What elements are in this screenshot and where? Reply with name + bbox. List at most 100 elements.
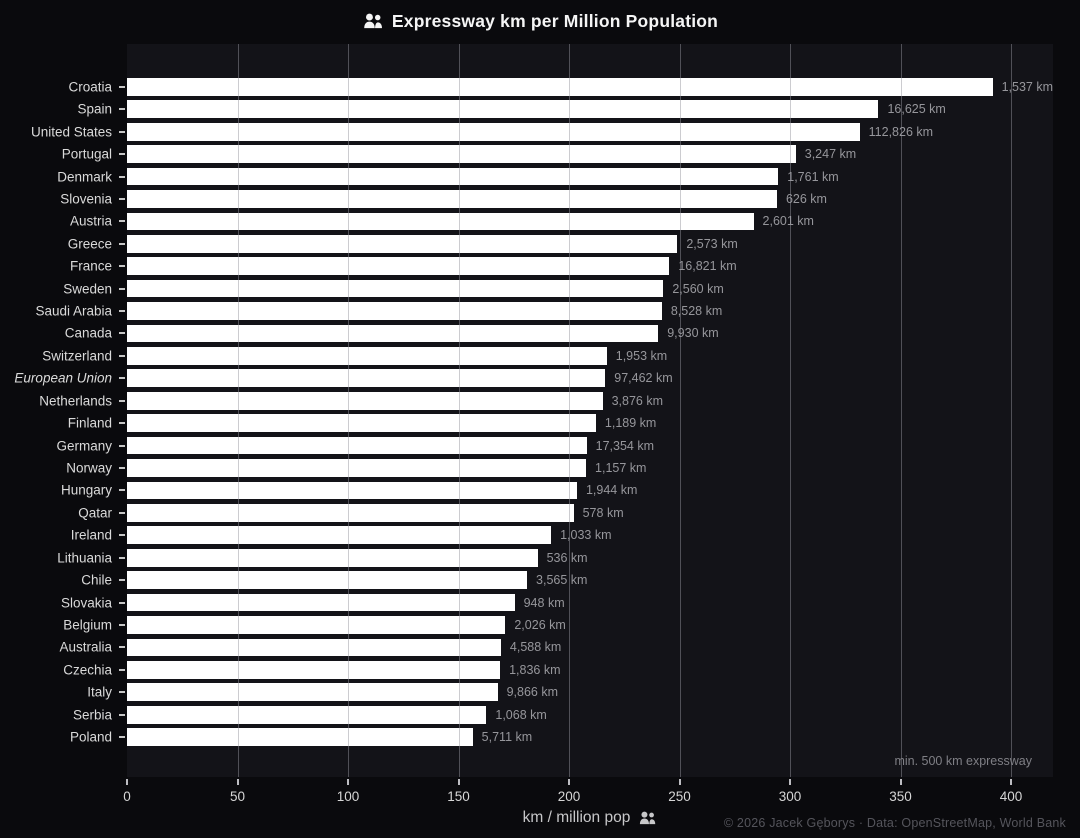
category-label: Czechia: [63, 662, 112, 678]
y-tick: [119, 511, 125, 514]
y-tick: [119, 713, 125, 716]
category-label: Chile: [81, 572, 112, 588]
bar-value-label: 2,601 km: [762, 214, 814, 229]
category-label: Norway: [66, 460, 112, 476]
bar-row: United States 112,826 km: [31, 122, 1053, 141]
bar-row: Switzerland 1,953 km: [42, 347, 1053, 365]
bar-row: Australia 4,588 km: [59, 638, 1053, 657]
bar-row: Denmark 1,761 km: [57, 167, 1053, 186]
bar-row: Ireland 1,033 km: [71, 526, 1053, 545]
category-label: United States: [30, 124, 112, 140]
y-tick: [119, 534, 125, 537]
bar-row: Portugal 3,247 km: [62, 145, 1053, 163]
bar-row: Slovenia 626 km: [60, 190, 1053, 208]
y-tick: [119, 601, 125, 604]
x-tick: [678, 779, 681, 785]
bar-value-label: 1,537 km: [1001, 79, 1053, 94]
bar-row: Canada 9,930 km: [65, 324, 1053, 343]
bar: [127, 616, 506, 634]
x-axis: 0 50 100 150 200 250 300 350 400: [123, 777, 1053, 809]
bar-value-label: 9,866 km: [506, 685, 558, 700]
people-icon: [638, 811, 657, 825]
x-tick-label: 400: [999, 789, 1023, 804]
bar: [127, 212, 754, 231]
bar-row: Poland 5,711 km: [70, 728, 1053, 746]
bar: [127, 302, 662, 320]
bar-value-label: 578 km: [582, 505, 624, 520]
category-label: Ireland: [70, 527, 112, 543]
bar-row: Slovakia 948 km: [61, 593, 1053, 612]
category-label: Hungary: [60, 482, 112, 498]
bar: [127, 100, 879, 119]
category-label: Australia: [59, 639, 112, 655]
bar-row: Spain 16,625 km: [77, 100, 1053, 119]
bar-row: Netherlands 3,876 km: [39, 391, 1053, 410]
category-label: Italy: [87, 684, 112, 700]
bar: [127, 190, 777, 208]
x-tick: [899, 779, 902, 785]
category-label: Belgium: [63, 617, 112, 633]
bar-value-label: 4,588 km: [509, 640, 562, 655]
y-tick: [119, 556, 125, 559]
bar: [127, 481, 577, 500]
bar-row: Italy 9,866 km: [87, 683, 1053, 702]
bar: [127, 279, 664, 298]
y-tick: [119, 399, 125, 402]
y-tick: [119, 310, 125, 313]
bar-value-label: 626 km: [785, 191, 827, 206]
bar-row: Austria 2,601 km: [70, 212, 1053, 231]
bar: [127, 504, 574, 522]
people-icon: [362, 13, 384, 29]
y-tick: [119, 287, 125, 290]
bar-value-label: 8,528 km: [670, 304, 723, 319]
y-tick: [119, 197, 125, 200]
category-label: Austria: [69, 213, 112, 229]
x-tick-label: 200: [557, 789, 581, 804]
y-tick: [119, 153, 125, 156]
category-label: Saudi Arabia: [35, 303, 112, 319]
bar: [127, 391, 603, 410]
bar-row: France 16,821 km: [70, 257, 1053, 276]
x-tick-label: 0: [123, 789, 131, 804]
chart-title-bar: Expressway km per Million Population: [0, 7, 1080, 35]
category-label: Croatia: [68, 79, 112, 95]
bar: [127, 705, 487, 724]
bar: [127, 122, 860, 141]
bar: [127, 683, 498, 702]
y-tick: [119, 444, 125, 447]
bar-value-label: 1,033 km: [560, 528, 612, 543]
category-label: Switzerland: [42, 348, 112, 364]
bar-value-label: 3,565 km: [536, 573, 588, 588]
category-label: Denmark: [57, 169, 112, 185]
category-label: Canada: [64, 325, 112, 341]
category-label: Netherlands: [39, 393, 112, 409]
y-tick: [119, 467, 125, 470]
bar-row: Saudi Arabia 8,528 km: [35, 302, 1053, 320]
bar-value-label: 5,711 km: [481, 730, 533, 745]
bar: [127, 78, 993, 96]
bar-value-label: 9,930 km: [667, 326, 719, 341]
category-label: France: [69, 258, 112, 274]
bar: [127, 369, 606, 388]
bar-row: Lithuania 536 km: [57, 548, 1053, 567]
bar: [127, 257, 670, 276]
bar-row: Greece 2,573 km: [68, 234, 1053, 253]
x-tick-label: 300: [778, 789, 802, 804]
bar-row: Belgium 2,026 km: [63, 616, 1053, 634]
bar-row: Qatar 578 km: [78, 504, 1053, 522]
y-tick: [119, 646, 125, 649]
bar-row: European Union 97,462 km: [14, 369, 1053, 388]
bar-value-label: 1,068 km: [495, 707, 547, 722]
bar-row: Croatia 1,537 km: [68, 78, 1053, 96]
bar: [127, 167, 779, 186]
bar: [127, 526, 552, 545]
y-tick: [119, 85, 125, 88]
bar: [127, 638, 501, 657]
y-tick: [119, 332, 125, 335]
bar-value-label: 1,157 km: [595, 461, 647, 476]
category-label: Poland: [69, 729, 112, 745]
y-tick: [119, 691, 125, 694]
x-tick: [1010, 779, 1012, 785]
plot-area: Croatia 1,537 km Spain 16,625 km United Stat…: [14, 44, 1053, 777]
